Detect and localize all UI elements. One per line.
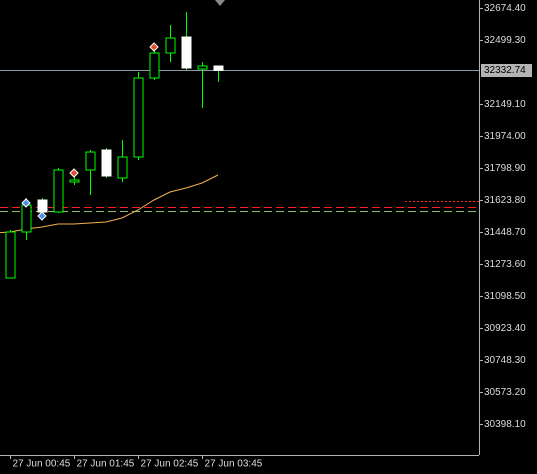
y-tick-label: 30923.40 (484, 323, 526, 334)
candle-body-down (37, 199, 48, 213)
y-tick-label: 31448.70 (484, 227, 526, 238)
y-tick-label: 32149.10 (484, 99, 526, 110)
plot-area (0, 12, 479, 279)
x-tick-label: 27 Jun 02:45 (141, 459, 199, 470)
x-tick-label: 27 Jun 00:45 (13, 459, 71, 470)
sell-arrow (149, 42, 159, 52)
candle-body-down (213, 65, 224, 71)
y-tick-label: 32674.40 (484, 3, 526, 14)
y-tick-label: 31273.60 (484, 259, 526, 270)
candle-body-up (21, 204, 32, 233)
candle-body-up (165, 37, 176, 54)
candle-body-up (53, 169, 64, 213)
candle-body-up (85, 151, 96, 171)
y-tick-label: 31798.90 (484, 163, 526, 174)
candle-body-up (117, 156, 128, 179)
candle-body-up (133, 77, 144, 158)
candle-body-up (197, 65, 208, 70)
y-tick-label: 31098.50 (484, 291, 526, 302)
buy-arrow (21, 198, 31, 208)
x-tick-label: 27 Jun 03:45 (205, 459, 263, 470)
y-tick-label: 30748.30 (484, 355, 526, 366)
y-tick-label: 32499.30 (484, 35, 526, 46)
y-tick-label: 31974.00 (484, 131, 526, 142)
candle-body-up (5, 231, 16, 279)
x-tick-label: 27 Jun 01:45 (77, 459, 135, 470)
y-tick-label: 30398.10 (484, 419, 526, 430)
buy-arrow (37, 211, 47, 221)
candle-body-up (149, 52, 160, 79)
candle-body-up (69, 179, 80, 183)
candle-body-down (181, 36, 192, 69)
shift-marker (215, 0, 225, 6)
last-price-box (481, 64, 532, 77)
candle-body-down (101, 149, 112, 177)
last-price-label: 32332.74 (484, 65, 526, 76)
sell-arrow (69, 168, 79, 178)
y-tick-label: 31623.80 (484, 195, 526, 206)
y-tick-label: 30573.20 (484, 387, 526, 398)
